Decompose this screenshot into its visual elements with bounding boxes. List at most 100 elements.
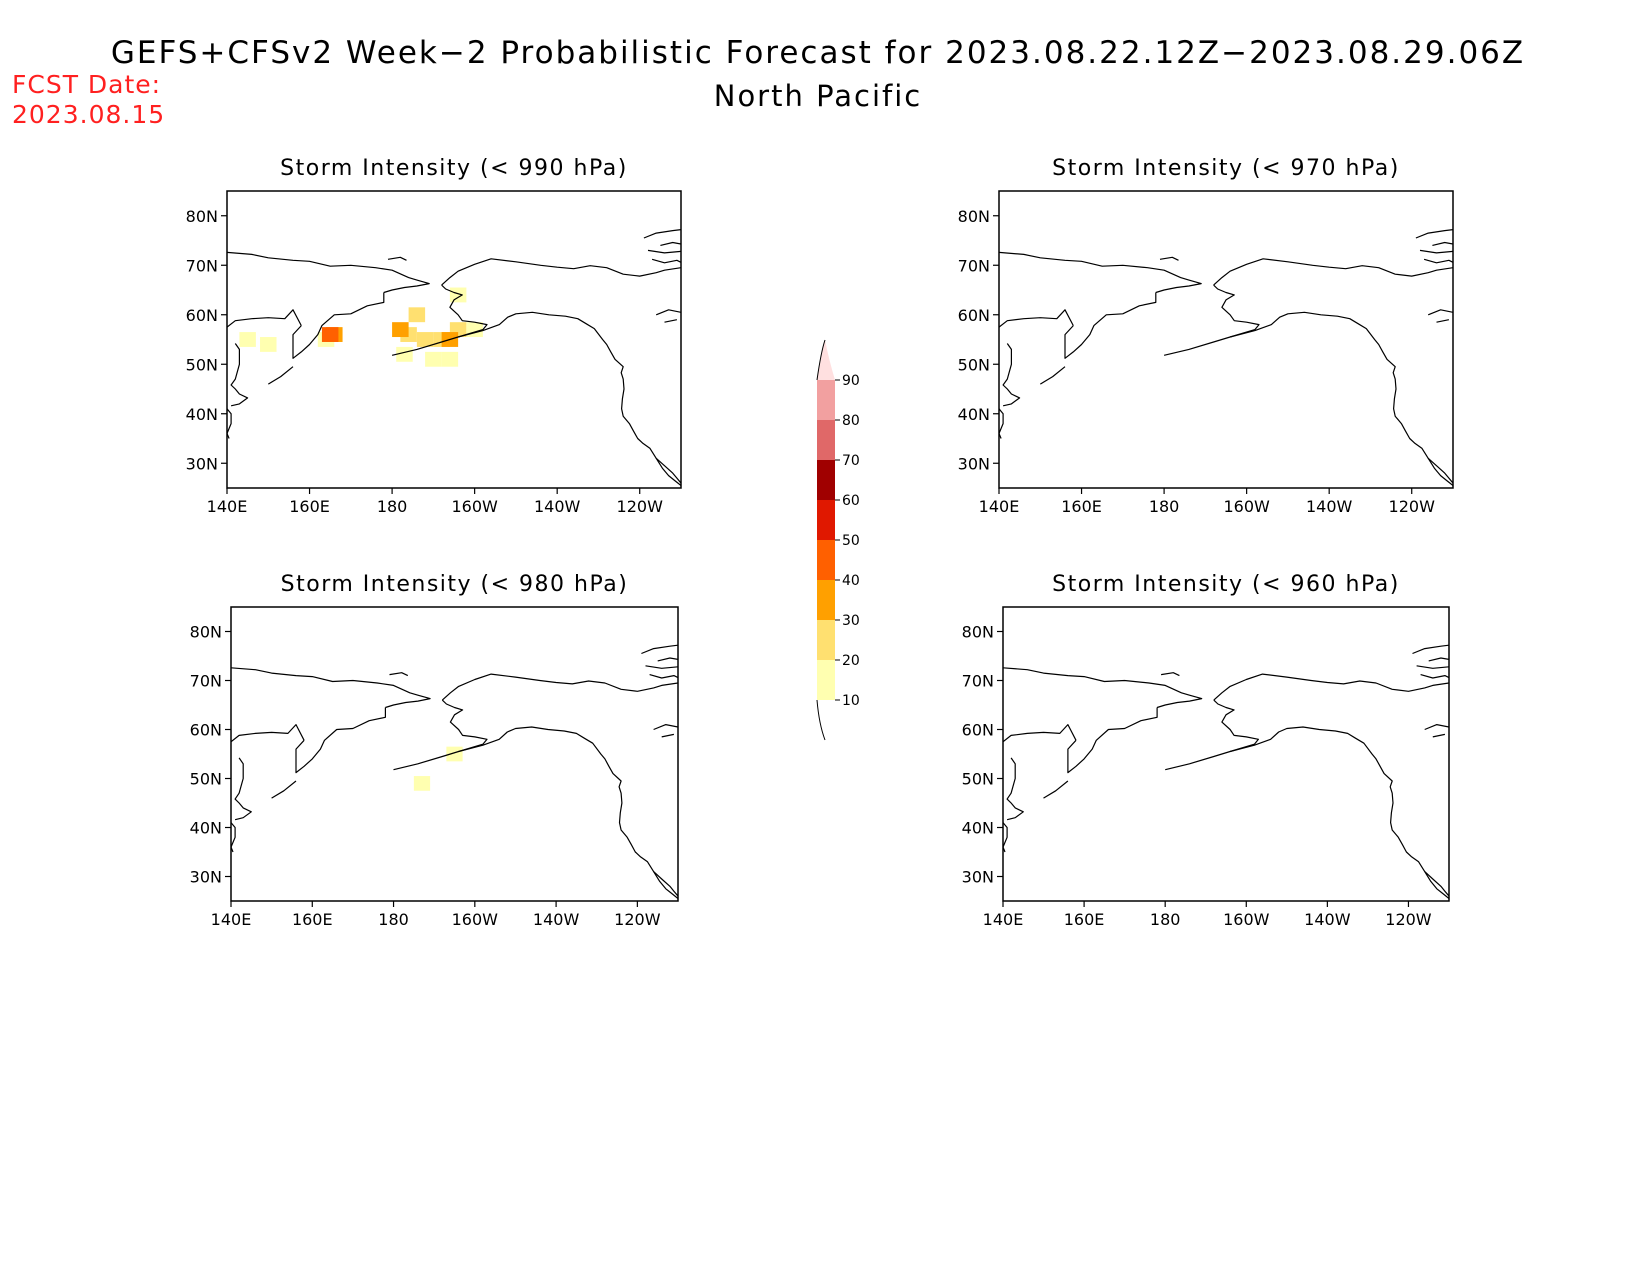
- panel-title: Storm Intensity (< 980 hPa): [281, 572, 629, 597]
- coastline: [657, 657, 678, 662]
- x-tick-label: 140E: [979, 497, 1020, 516]
- panel-title: Storm Intensity (< 990 hPa): [280, 156, 628, 181]
- x-tick-label: 160E: [1061, 497, 1102, 516]
- colorbar-label: 70: [842, 453, 860, 469]
- coastline: [292, 292, 385, 359]
- probability-cell: [321, 327, 339, 342]
- colorbar-top-outline: [816, 339, 826, 381]
- map-content: [231, 644, 678, 899]
- colorbar-label: 50: [842, 533, 860, 549]
- coastline: [441, 258, 681, 286]
- coastline: [1415, 229, 1453, 239]
- colorbar-swatch: [817, 420, 835, 460]
- y-tick-label: 30N: [186, 454, 218, 473]
- coastline: [1427, 457, 1453, 486]
- x-tick-label: 120W: [1385, 910, 1432, 929]
- y-tick-label: 70N: [958, 256, 990, 275]
- map-frame: [1002, 606, 1450, 902]
- colorbar-swatch: [817, 620, 835, 660]
- y-tick-label: 50N: [190, 770, 222, 789]
- x-tick-label: 120W: [1389, 497, 1436, 516]
- y-tick-label: 40N: [186, 405, 218, 424]
- coastline: [231, 667, 431, 709]
- panel-title: Storm Intensity (< 970 hPa): [1052, 156, 1400, 181]
- coastline: [1423, 258, 1453, 264]
- fcst-date-value: 2023.08.15: [12, 100, 165, 129]
- coastline: [1002, 343, 1021, 407]
- y-tick-label: 40N: [962, 819, 994, 838]
- coastline: [230, 343, 249, 407]
- probability-cell: [441, 351, 459, 367]
- y-tick-label: 70N: [190, 672, 222, 691]
- y-tick-label: 30N: [190, 868, 222, 887]
- coastline: [391, 284, 488, 356]
- colorbar-swatch: [817, 540, 835, 580]
- x-tick-label: 160W: [1223, 910, 1270, 929]
- x-tick-label: 120W: [617, 497, 664, 516]
- x-tick-label: 160W: [1223, 497, 1270, 516]
- coastline: [1213, 258, 1453, 286]
- x-tick-label: 180: [378, 910, 409, 929]
- coastline: [653, 871, 678, 899]
- map-frame: [230, 606, 679, 902]
- coastline: [999, 251, 1202, 294]
- coastline: [651, 258, 681, 264]
- x-tick-label: 160E: [1064, 910, 1105, 929]
- map-panel-p980: Storm Intensity (< 980 hPa) 80N 70N 60N 50N 4…: [190, 572, 679, 929]
- coastline: [1161, 672, 1180, 677]
- probability-cell: [416, 332, 434, 347]
- coastline: [1039, 366, 1066, 385]
- coastline: [664, 319, 678, 323]
- y-tick-label: 80N: [190, 623, 222, 642]
- coastline: [660, 241, 681, 246]
- coastline: [1067, 707, 1158, 774]
- x-tick-label: 160W: [452, 910, 499, 929]
- y-tick-label: 60N: [186, 306, 218, 325]
- x-tick-label: 140W: [1306, 497, 1353, 516]
- coastline: [1412, 644, 1449, 655]
- x-tick-label: 180: [377, 497, 408, 516]
- map-content: [999, 229, 1453, 486]
- coastline: [1424, 724, 1449, 731]
- coastline: [231, 724, 305, 743]
- colorbar-label: 40: [842, 573, 860, 589]
- x-tick-label: 140W: [534, 497, 581, 516]
- y-tick-label: 30N: [962, 868, 994, 887]
- y-tick-label: 60N: [958, 306, 990, 325]
- coastline: [653, 724, 678, 731]
- map-frame: [226, 190, 682, 489]
- fcst-date-label: FCST Date:: [12, 70, 161, 99]
- coastline: [458, 726, 678, 897]
- map-panel-p970: Storm Intensity (< 970 hPa) 80N 70N 60N 50N 4…: [958, 156, 1454, 516]
- y-tick-label: 50N: [186, 355, 218, 374]
- colorbar-label: 30: [842, 613, 860, 629]
- coastline: [655, 309, 681, 316]
- y-tick-label: 40N: [958, 405, 990, 424]
- x-tick-label: 140E: [211, 910, 252, 929]
- coastline: [1424, 871, 1449, 899]
- coastline: [1428, 657, 1449, 662]
- map-frame: [998, 190, 1454, 489]
- x-tick-label: 160W: [451, 497, 498, 516]
- coastline: [389, 672, 409, 677]
- coastline: [267, 366, 294, 385]
- x-tick-label: 140E: [983, 910, 1024, 929]
- coastline: [295, 707, 386, 774]
- coastline: [1003, 724, 1077, 743]
- y-tick-label: 40N: [190, 819, 222, 838]
- coastline: [1432, 241, 1453, 246]
- y-tick-label: 30N: [958, 454, 990, 473]
- probability-cell: [396, 346, 413, 362]
- probability-cell: [260, 337, 277, 352]
- colorbar-label: 80: [842, 413, 860, 429]
- map-panel-p990: Storm Intensity (< 990 hPa) 80N 70N 60N 50N 4…: [186, 156, 682, 516]
- x-tick-label: 140W: [533, 910, 580, 929]
- probability-cell: [408, 307, 426, 323]
- x-tick-label: 180: [1150, 910, 1181, 929]
- coastline: [1165, 699, 1259, 771]
- x-tick-label: 180: [1149, 497, 1180, 516]
- coastline: [1432, 733, 1446, 738]
- y-tick-label: 80N: [958, 207, 990, 226]
- coastline: [1003, 667, 1203, 709]
- colorbar-swatch: [817, 660, 835, 700]
